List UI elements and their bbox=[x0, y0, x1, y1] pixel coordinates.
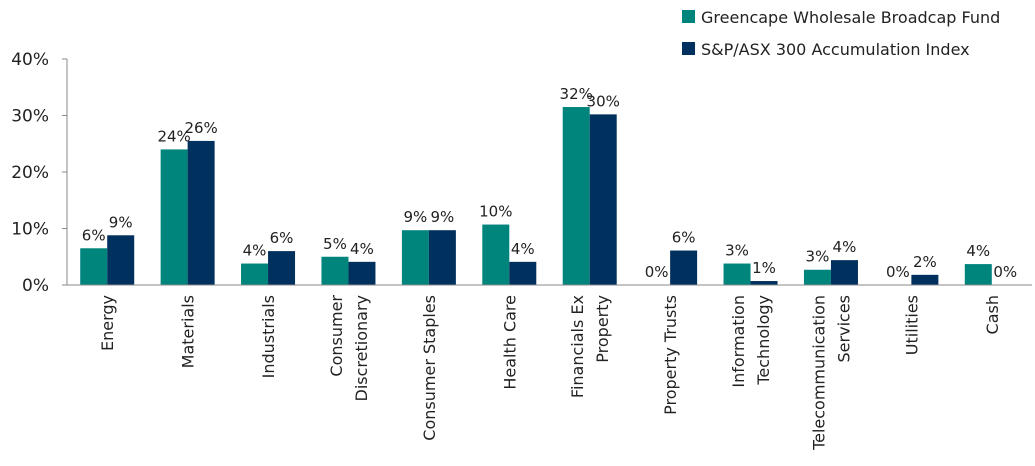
bar-fund bbox=[160, 149, 188, 285]
bar-fund bbox=[321, 256, 349, 285]
data-label: 5% bbox=[323, 235, 347, 253]
category-label: Property Trusts bbox=[661, 295, 680, 415]
category-label: Materials bbox=[179, 295, 198, 368]
bar-index bbox=[107, 235, 135, 285]
category-label-line: Consumer bbox=[327, 295, 346, 377]
legend-swatch bbox=[682, 10, 695, 23]
data-label: 9% bbox=[109, 213, 133, 231]
data-label: 4% bbox=[350, 240, 374, 258]
legend: Greencape Wholesale Broadcap Fund S&P/ASX… bbox=[682, 8, 1000, 59]
category-label-line: Information bbox=[729, 295, 748, 388]
category-label-line: Consumer Staples bbox=[420, 295, 439, 441]
bar-fund bbox=[964, 264, 992, 285]
bar-fund bbox=[562, 107, 590, 286]
data-label: 2% bbox=[913, 253, 937, 271]
category-label-line: Property bbox=[593, 295, 612, 363]
category-label: Cash bbox=[983, 295, 1002, 334]
category-label: Health Care bbox=[500, 295, 519, 390]
data-label: 4% bbox=[966, 242, 990, 260]
data-label: 10% bbox=[479, 203, 512, 221]
legend-label: Greencape Wholesale Broadcap Fund bbox=[701, 8, 1000, 27]
y-tick-label: 0% bbox=[22, 276, 49, 296]
bar-index bbox=[509, 261, 537, 285]
category-label-line: Cash bbox=[983, 295, 1002, 334]
bar-index bbox=[589, 114, 617, 286]
data-label: 24% bbox=[157, 127, 190, 145]
data-label: 9% bbox=[403, 208, 427, 226]
data-label: 0% bbox=[993, 263, 1017, 281]
category-label-line: Telecommunication bbox=[809, 295, 828, 451]
y-tick-label: 40% bbox=[11, 50, 49, 70]
bars: 6%9%24%26%4%6% 5% 4%9% 9% 10%4%32%30%0%6%3%1… bbox=[80, 85, 1017, 286]
y-tick-label: 30% bbox=[11, 107, 49, 127]
category-label: Energy bbox=[98, 295, 117, 351]
data-label: 1% bbox=[752, 259, 776, 277]
data-label: 6% bbox=[270, 229, 294, 247]
data-label: 6% bbox=[672, 229, 696, 247]
data-label: 3% bbox=[725, 242, 749, 260]
bar-fund bbox=[723, 263, 751, 285]
data-label: 3% bbox=[806, 248, 830, 266]
bar-fund bbox=[241, 263, 269, 285]
data-label: 6% bbox=[82, 226, 106, 244]
data-label: 32% bbox=[560, 85, 593, 103]
category-label-line: Services bbox=[834, 295, 853, 362]
bar-index bbox=[911, 274, 939, 285]
legend-label: S&P/ASX 300 Accumulation Index bbox=[701, 40, 970, 59]
category-label-line: Industrials bbox=[259, 295, 278, 378]
y-axis: 0% 10% 20% 30% 40% bbox=[11, 50, 68, 296]
category-label-line: Discretionary bbox=[352, 295, 371, 401]
data-label: 4% bbox=[833, 238, 857, 256]
bar-index bbox=[268, 251, 296, 285]
bar-index bbox=[428, 230, 456, 285]
legend-swatch bbox=[682, 42, 695, 55]
bar-index bbox=[187, 140, 215, 285]
category-label-line: Property Trusts bbox=[661, 295, 680, 415]
bar-fund bbox=[401, 230, 429, 285]
data-label: 0% bbox=[886, 263, 910, 281]
category-label-line: Technology bbox=[754, 295, 773, 386]
y-tick-label: 20% bbox=[11, 163, 49, 183]
category-label: Industrials bbox=[259, 295, 278, 378]
x-axis: Energy Materials Industrials Consumer Discre… bbox=[67, 284, 1032, 451]
category-label: Financials Ex Property bbox=[568, 295, 612, 398]
bar-index bbox=[348, 261, 376, 285]
bar-index bbox=[750, 281, 778, 285]
bar-fund bbox=[482, 224, 510, 285]
data-label: 4% bbox=[511, 240, 535, 258]
bar-fund bbox=[803, 269, 831, 285]
category-label-line: Utilities bbox=[902, 295, 921, 355]
data-label: 26% bbox=[184, 119, 217, 137]
category-label-line: Materials bbox=[179, 295, 198, 368]
category-label: Consumer Staples bbox=[420, 295, 439, 441]
category-label: Telecommunication Services bbox=[809, 295, 853, 451]
y-tick-label: 10% bbox=[11, 220, 49, 240]
category-label: Information Technology bbox=[729, 295, 773, 388]
category-label-line: Health Care bbox=[500, 295, 519, 390]
category-label-line: Energy bbox=[98, 295, 117, 351]
bar-index bbox=[830, 260, 858, 285]
category-label-line: Financials Ex bbox=[568, 295, 587, 398]
category-label: Utilities bbox=[902, 295, 921, 355]
data-label: 30% bbox=[587, 92, 620, 110]
bar-index bbox=[670, 250, 698, 285]
data-label: 9% bbox=[430, 208, 454, 226]
data-label: 4% bbox=[243, 242, 267, 260]
data-label: 0% bbox=[645, 263, 669, 281]
category-label: Consumer Discretionary bbox=[327, 295, 371, 402]
bar-fund bbox=[80, 248, 108, 285]
